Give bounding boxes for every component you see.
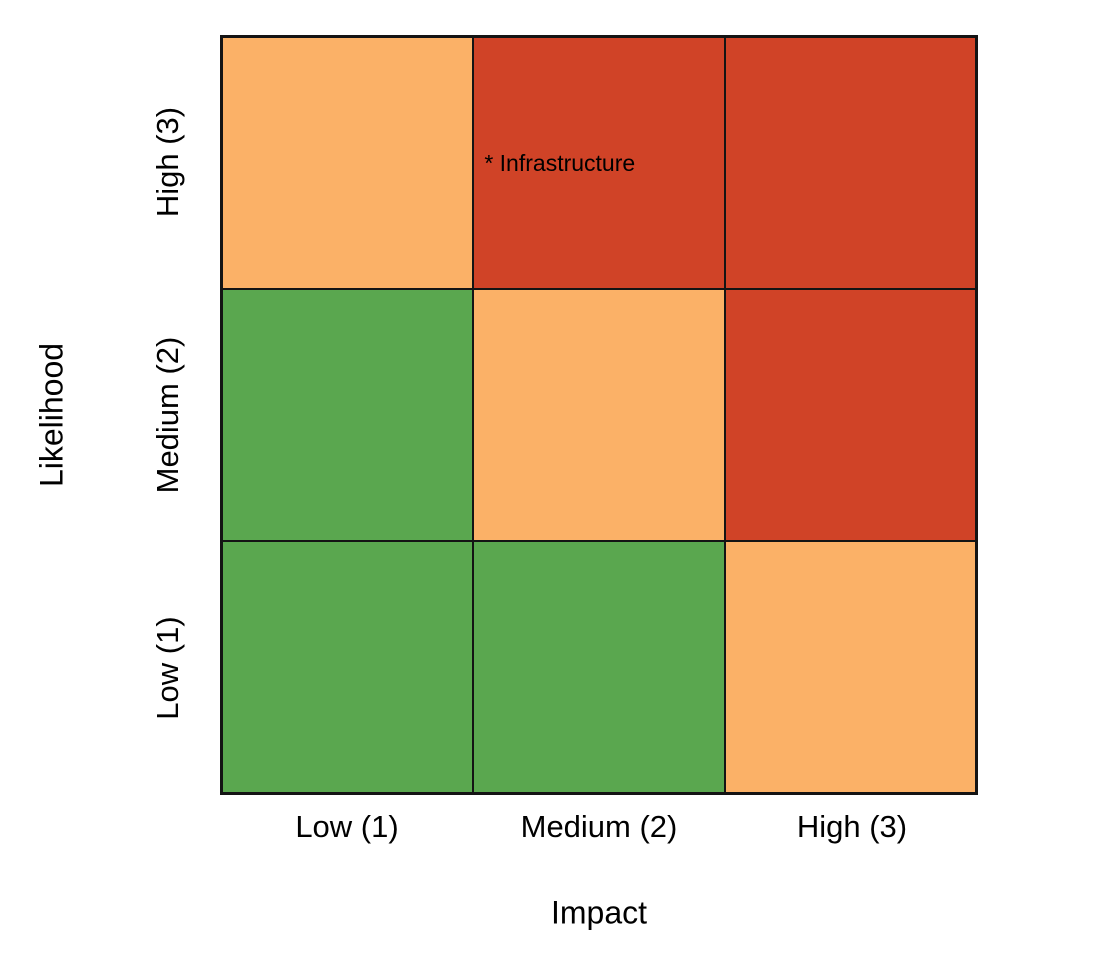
y-tick-label-low: Low (1) bbox=[150, 616, 185, 720]
matrix-cell-high-low bbox=[222, 37, 474, 289]
x-tick-label-high: High (3) bbox=[796, 809, 908, 844]
matrix-grid: * Infrastructure bbox=[220, 35, 978, 795]
matrix-cell-medium-high bbox=[724, 289, 976, 541]
matrix-cell-high-high bbox=[724, 37, 976, 289]
matrix-cell-medium-medium bbox=[473, 289, 725, 541]
matrix-cell-medium-low bbox=[222, 289, 474, 541]
matrix-cell-low-low bbox=[222, 541, 474, 793]
matrix-cell-low-high bbox=[724, 541, 976, 793]
matrix-cell-high-medium: * Infrastructure bbox=[473, 37, 725, 289]
y-axis-title: Likelihood bbox=[33, 342, 70, 488]
x-axis-title: Impact bbox=[550, 894, 648, 931]
cell-annotation: * Infrastructure bbox=[484, 149, 636, 176]
x-tick-label-low: Low (1) bbox=[295, 809, 399, 844]
x-tick-label-medium: Medium (2) bbox=[520, 809, 678, 844]
matrix-cell-low-medium bbox=[473, 541, 725, 793]
y-tick-label-high: High (3) bbox=[150, 106, 185, 218]
y-tick-label-medium: Medium (2) bbox=[150, 336, 185, 494]
